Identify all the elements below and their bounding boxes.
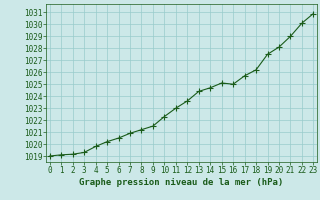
X-axis label: Graphe pression niveau de la mer (hPa): Graphe pression niveau de la mer (hPa) — [79, 178, 284, 187]
